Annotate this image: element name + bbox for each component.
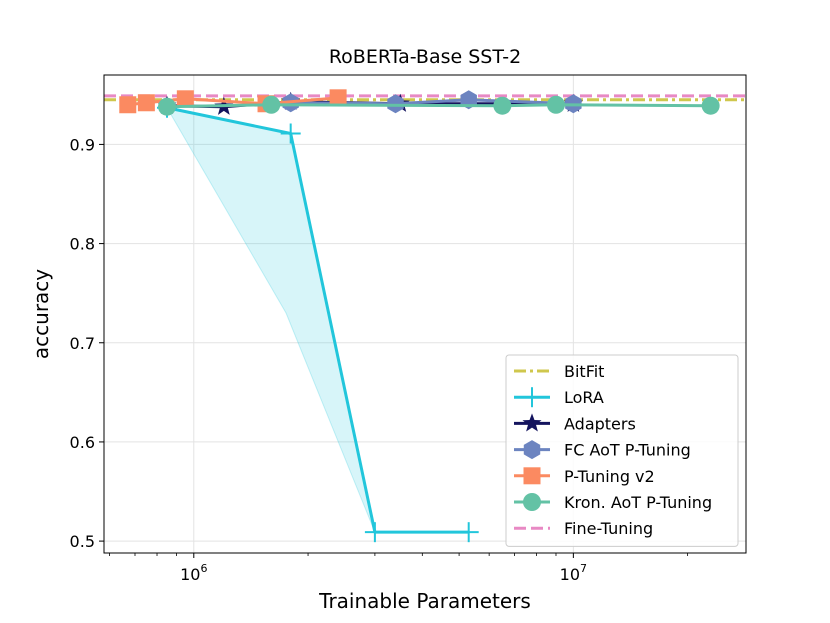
axes-frame: [103, 74, 747, 554]
point-p-tuning-v2: [119, 96, 137, 114]
y-tick-label: 0.9: [70, 135, 95, 154]
point-p-tuning-v2: [329, 89, 347, 107]
legend-marker: [523, 440, 541, 460]
legend-item-adapters: Adapters: [514, 413, 636, 433]
legend-item-bitfit: BitFit: [514, 362, 604, 381]
x-axis-title: Trainable Parameters: [318, 589, 531, 613]
series-line-kron-aot-p-tuning: [166, 103, 711, 109]
legend-item-lora: LoRA: [514, 387, 604, 408]
legend-item-fc-aot-p-tuning: FC AoT P-Tuning: [514, 440, 691, 460]
legend-marker: [522, 387, 542, 408]
legend-marker: [522, 413, 542, 432]
legend-item-kron-aot-p-tuning: Kron. AoT P-Tuning: [514, 493, 712, 512]
legend-marker: [523, 493, 541, 511]
legend-marker: [523, 467, 541, 485]
legend-label: Adapters: [564, 414, 636, 433]
point-p-tuning-v2: [137, 94, 155, 112]
legend: BitFit LoRA Adapters FC AoT P-Tuning P-Tunin…: [505, 354, 739, 547]
point-lora: [280, 123, 301, 144]
chart-title: RoBERTa-Base SST-2: [329, 46, 521, 68]
y-tick-label: 0.6: [70, 433, 95, 452]
legend-label: Kron. AoT P-Tuning: [564, 493, 712, 512]
point-p-tuning-v2: [176, 90, 194, 108]
point-kron-aot-p-tuning: [158, 97, 177, 116]
y-tick-label: 0.7: [70, 334, 95, 353]
point-fc-aot-p-tuning: [387, 94, 404, 114]
point-kron-aot-p-tuning: [701, 96, 720, 115]
point-kron-aot-p-tuning: [262, 95, 281, 114]
point-lora: [364, 522, 385, 543]
plot-area: [104, 89, 746, 543]
legend-label: Fine-Tuning: [564, 519, 653, 538]
y-axis-title: accuracy: [29, 269, 53, 359]
legend-item-fine-tuning: Fine-Tuning: [514, 519, 653, 538]
legend-label: BitFit: [564, 362, 604, 381]
legend-label: P-Tuning v2: [564, 467, 655, 486]
legend-label: LoRA: [564, 388, 604, 407]
legend-box: [505, 354, 739, 547]
point-kron-aot-p-tuning: [493, 96, 512, 115]
legend-label: FC AoT P-Tuning: [564, 441, 691, 460]
point-kron-aot-p-tuning: [546, 95, 565, 114]
series-line-lora: [166, 106, 469, 534]
y-tick-label: 0.5: [70, 532, 95, 551]
y-tick-label: 0.8: [70, 235, 95, 254]
legend-item-p-tuning-v2: P-Tuning v2: [514, 467, 655, 486]
point-lora: [458, 522, 479, 543]
